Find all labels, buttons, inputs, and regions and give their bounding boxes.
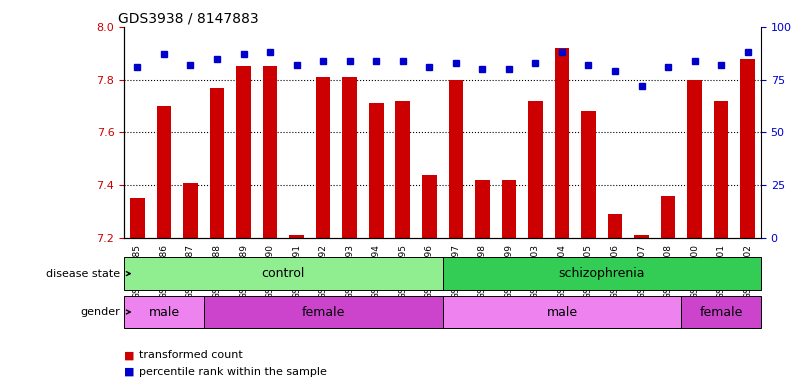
Bar [634,235,649,238]
Text: schizophrenia: schizophrenia [558,267,645,280]
Text: transformed count: transformed count [139,350,243,360]
Bar [369,103,384,238]
Bar [687,79,702,238]
Bar [210,88,224,238]
Bar [501,180,516,238]
Text: ■: ■ [124,367,135,377]
Text: male: male [148,306,179,318]
Bar [130,199,145,238]
Bar [183,183,198,238]
Bar [528,101,543,238]
Bar [475,180,489,238]
Bar [124,257,442,290]
Bar [740,58,755,238]
Bar [316,77,331,238]
Text: percentile rank within the sample: percentile rank within the sample [139,367,327,377]
Bar [442,296,682,328]
Bar [124,296,203,328]
Bar [442,257,761,290]
Bar [661,196,675,238]
Bar [582,111,596,238]
Bar [236,66,251,238]
Text: ■: ■ [124,350,135,360]
Bar [422,175,437,238]
Text: gender: gender [80,307,120,317]
Bar [554,48,570,238]
Bar [263,66,277,238]
Bar [289,235,304,238]
Bar [342,77,357,238]
Bar [682,296,761,328]
Bar [608,214,622,238]
Bar [396,101,410,238]
Bar [157,106,171,238]
Text: female: female [699,306,743,318]
Text: disease state: disease state [46,268,120,279]
Bar [714,101,728,238]
Text: female: female [301,306,345,318]
Bar [203,296,442,328]
Text: male: male [546,306,578,318]
Bar [449,79,463,238]
Text: control: control [262,267,305,280]
Text: GDS3938 / 8147883: GDS3938 / 8147883 [118,12,259,26]
